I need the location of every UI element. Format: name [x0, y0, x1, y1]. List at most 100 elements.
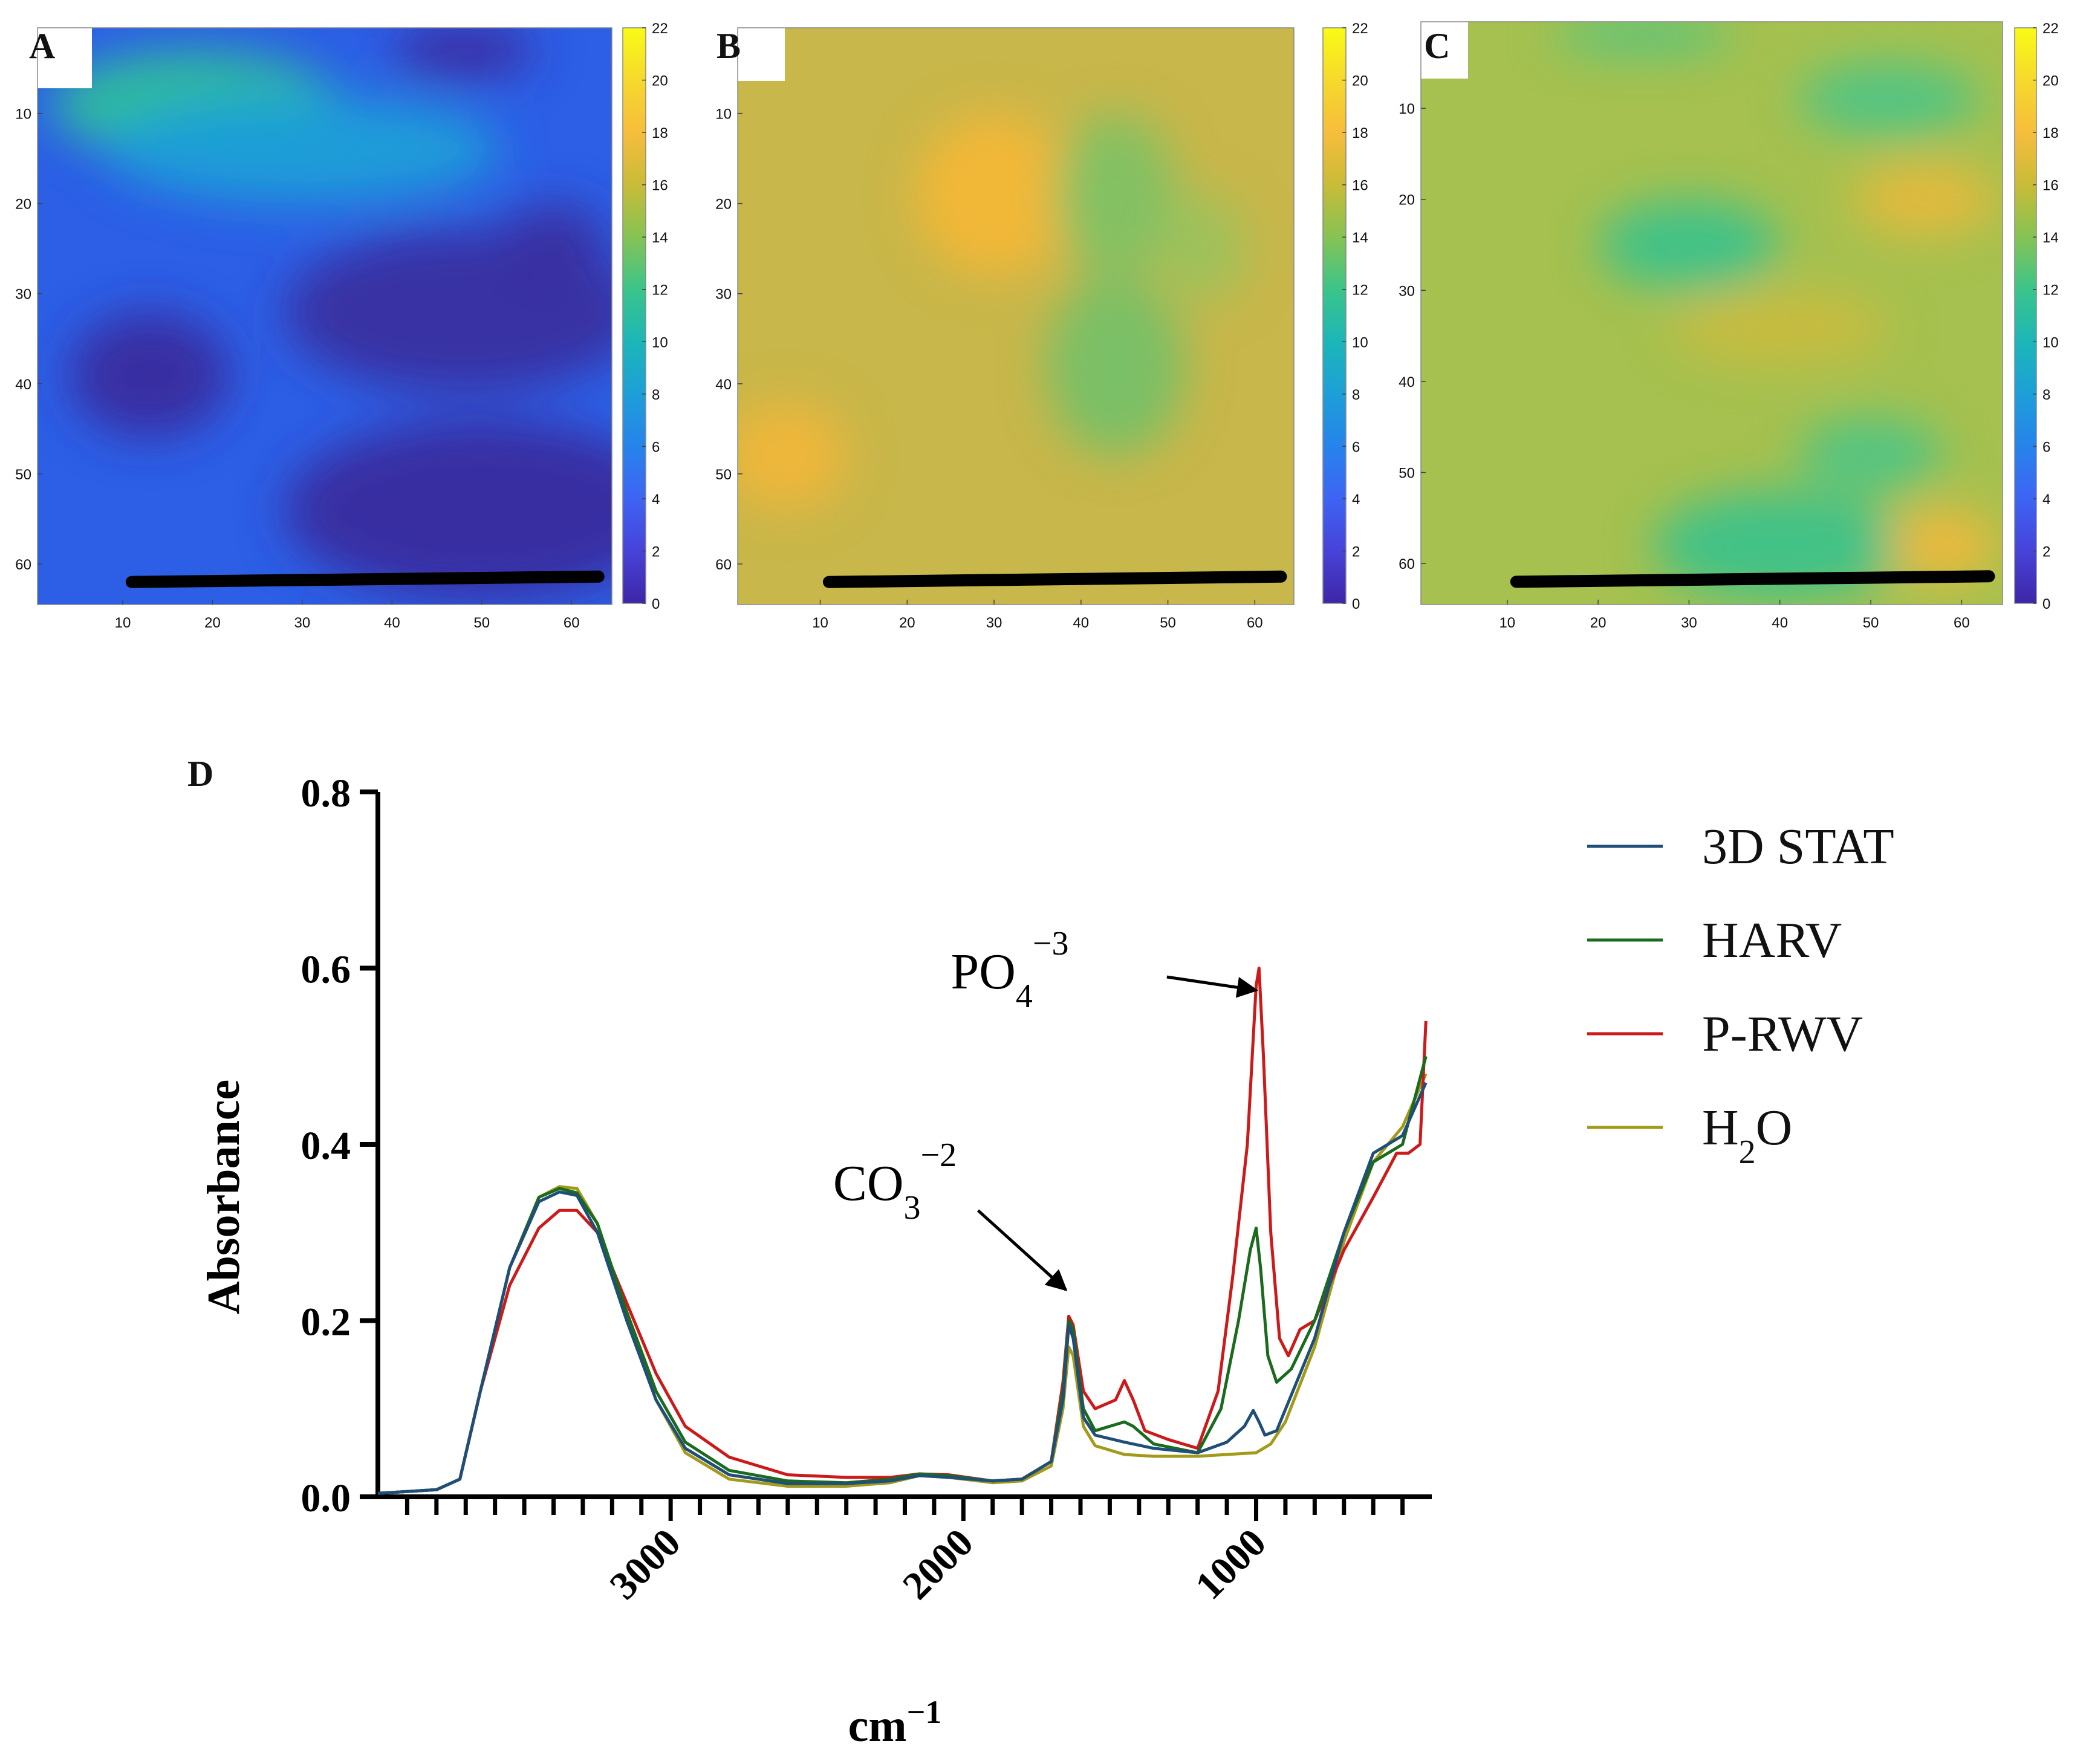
legend-label: P-RWV [1702, 1006, 1863, 1062]
heatmap-region [1054, 113, 1177, 276]
colorbar-tick-label: 18 [1352, 125, 1368, 141]
colorbar-tick-label: 6 [1352, 439, 1360, 455]
y-tick-label: 0.0 [301, 1476, 351, 1520]
y-tick-label: 0.2 [301, 1300, 351, 1344]
heatmap-frame [1420, 21, 2003, 605]
y-axis-title: Absorbance [198, 1080, 249, 1314]
y-tick-label: 50 [1399, 465, 1415, 482]
annotation-sub: 4 [1016, 978, 1033, 1015]
x-tick-label: 40 [1073, 615, 1089, 631]
annotation-co3: CO3−2 [833, 1137, 957, 1227]
y-tick-label: 40 [15, 377, 31, 393]
panel-letter-a: A [29, 26, 55, 66]
colorbar-tick-label: 4 [2042, 491, 2050, 508]
colorbar-tick-label: 2 [2042, 543, 2050, 560]
series-line-p-rwv [377, 967, 1428, 1495]
heatmap-panel-c: C 10 20 30 40 50 60 10 20 30 40 50 60 0 2 4 6 8 10 12 14 16 18… [1399, 21, 2059, 631]
colorbar-tick-label: 2 [652, 543, 660, 560]
spectrum-series [377, 967, 1428, 1495]
colorbar-tick-label: 14 [652, 230, 668, 246]
panel-corner-notch [36, 27, 92, 88]
panel-letter-c: C [1424, 26, 1450, 66]
y-tick-label: 40 [1399, 374, 1415, 391]
annotation-arrow [1166, 975, 1258, 998]
y-tick-label: 30 [715, 287, 732, 303]
x-tick-label: 2000 [894, 1520, 982, 1608]
heatmap-region [1798, 62, 1980, 136]
colorbar-tick-label: 0 [1352, 596, 1360, 612]
colorbar-tick-label: 12 [1352, 282, 1368, 299]
x-tick-label: 20 [1590, 615, 1607, 631]
heatmap-region [738, 401, 846, 510]
heatmap-background [738, 28, 1294, 605]
heatmap-panel-a: A 10 20 30 40 50 60 10 20 30 40 50 60 0 2 4 6 8 10 12 14 16 18… [15, 21, 668, 631]
y-tick-label: 30 [15, 287, 31, 303]
y-tick-label: 60 [15, 557, 31, 573]
x-tick-label: 60 [1247, 615, 1263, 631]
colorbar-tick-label: 12 [2042, 282, 2059, 299]
x-tick-label: 30 [986, 615, 1002, 631]
x-tick-label: 50 [1160, 615, 1176, 631]
x-tick-label: 30 [1681, 615, 1697, 631]
colorbar-tick-label: 6 [2042, 439, 2050, 455]
y-tick-label: 10 [15, 106, 31, 123]
x-tick-label: 10 [1499, 615, 1515, 631]
annotation-arrow [976, 1209, 1068, 1291]
colorbar-tick-label: 10 [652, 334, 668, 351]
x-tick-label: 10 [115, 615, 131, 631]
y-tick-label: 60 [715, 557, 732, 573]
colorbar [2014, 27, 2037, 604]
colorbar-tick-label: 20 [652, 73, 668, 89]
x-tick-label: 20 [899, 615, 915, 631]
panel-letter-b: B [716, 26, 741, 66]
colorbar [1322, 27, 1347, 604]
heatmap-region [392, 28, 536, 77]
colorbar-tick-label: 18 [2042, 125, 2059, 141]
heatmap-region [284, 420, 612, 600]
y-tick-label: 40 [715, 377, 732, 393]
y-tick-label: 50 [15, 467, 31, 483]
legend: 3D STAT HARV P-RWV H2O [1587, 819, 1894, 1171]
x-tick-label: 10 [812, 615, 828, 631]
x-axis-title-sup: −1 [907, 1694, 942, 1730]
x-tick-label: 60 [564, 615, 580, 631]
x-tick-label: 50 [473, 615, 490, 631]
colorbar-tick-label: 16 [652, 178, 668, 194]
annotation-main: CO [833, 1155, 904, 1211]
heatmap-region [105, 95, 500, 204]
heatmap-image-a [37, 28, 612, 605]
colorbar-tick-label: 0 [652, 596, 660, 612]
colorbar-tick-label: 20 [1352, 73, 1368, 89]
y-tick-label: 10 [1399, 101, 1415, 117]
x-tick-label: 30 [294, 615, 311, 631]
scale-bar-line [125, 570, 605, 588]
heatmap-frame [737, 27, 1295, 605]
x-tick-label: 20 [204, 615, 221, 631]
scale-bar-line [822, 570, 1287, 588]
colorbar-tick-label: 8 [1352, 387, 1360, 403]
scale-bar-line [1510, 570, 1995, 588]
heatmap-region [915, 113, 1073, 276]
colorbar-tick-label: 0 [2042, 596, 2050, 612]
series-line-3d-stat [377, 1081, 1428, 1495]
colorbar-tick-label: 22 [652, 21, 668, 37]
spectrum-chart: D 0.0 0.2 0.4 0.6 0.8 3000 2000 1000 CO3−2 PO4−3… [187, 754, 1894, 1751]
y-tick-label: 0.8 [301, 771, 351, 816]
colorbar [622, 27, 646, 604]
colorbar-tick-label: 14 [1352, 230, 1368, 246]
panel-corner-notch [736, 27, 785, 81]
colorbar-tick-label: 6 [652, 439, 660, 455]
y-tick-label: 20 [15, 196, 31, 213]
panel-corner-notch [1420, 21, 1468, 79]
legend-label: 3D STAT [1702, 819, 1894, 875]
heatmap-frame [37, 27, 612, 605]
colorbar-tick-label: 2 [1352, 543, 1360, 560]
y-tick-label: 50 [715, 467, 732, 483]
y-tick-label: 0.6 [301, 948, 351, 992]
annotation-sup: −3 [1033, 925, 1069, 962]
x-axis-title: cm−1 [848, 1694, 942, 1751]
colorbar-tick-label: 20 [2042, 73, 2059, 89]
heatmap-region [1159, 194, 1246, 303]
annotation-main: PO [951, 944, 1016, 1000]
